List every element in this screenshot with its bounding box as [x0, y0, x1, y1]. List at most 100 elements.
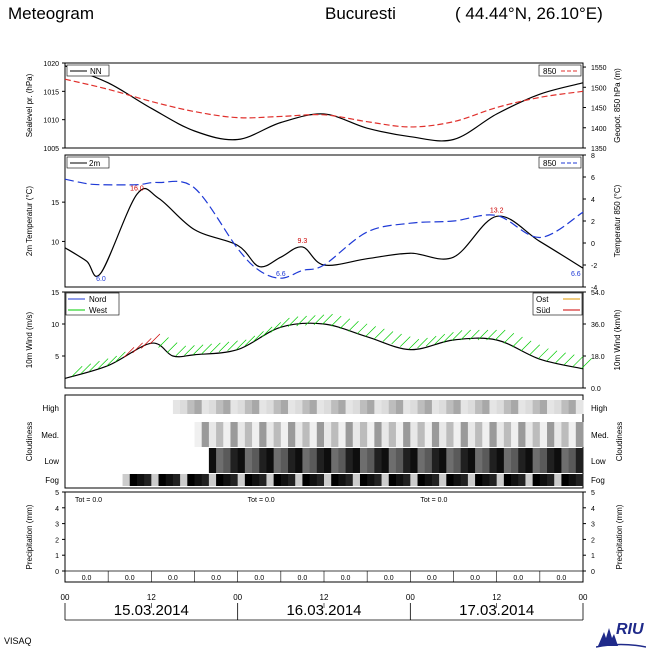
cloudiness-cell: [316, 448, 325, 473]
wind-barb: [512, 336, 523, 348]
wind-barb: [287, 316, 299, 327]
wind-barb: [106, 355, 117, 367]
cloudiness-cell: [180, 400, 188, 414]
cloudiness-cell: [208, 422, 217, 447]
cloudiness-cell: [496, 474, 505, 486]
cloudiness-cell: [324, 474, 332, 486]
wind-barb: [141, 338, 152, 349]
temperature-ytick-right-4: 4: [591, 197, 595, 204]
cloudiness-cell: [230, 400, 239, 414]
cloudiness-cell: [359, 400, 368, 414]
wind-legend-nord: Nord: [89, 295, 106, 304]
pressure-ytick-right-2: 1450: [591, 106, 607, 113]
wind-barb: [339, 318, 351, 329]
cloudiness-cell: [367, 448, 375, 473]
cloudiness-cell: [136, 474, 145, 486]
temperature-ytick-right-0: -4: [591, 285, 597, 292]
cloudiness-row-left-3: Fog: [45, 476, 59, 485]
cloudiness-cell: [324, 400, 332, 414]
wind-barb: [149, 333, 161, 345]
cloudiness-cell: [539, 422, 548, 447]
wind-barb: [115, 351, 126, 363]
cloudiness-cell: [352, 400, 361, 414]
cloudiness-cell: [151, 474, 160, 486]
cloudiness-cell: [237, 422, 246, 447]
cloudiness-cell: [539, 448, 548, 473]
cloudiness-cell: [482, 422, 490, 447]
cloudiness-cell: [208, 400, 217, 414]
pressure-ytick-left-0: 1005: [43, 146, 59, 153]
cloudiness-cell: [395, 448, 404, 473]
wind-barb: [123, 347, 135, 358]
cloudiness-cell: [460, 400, 469, 414]
cloudiness-cell: [532, 400, 541, 414]
cloudiness-cell: [453, 400, 462, 414]
cloudiness-cell: [309, 422, 318, 447]
wind-legend-sud: Süd: [536, 306, 550, 315]
cloudiness-cell: [453, 474, 462, 486]
cloudiness-cell: [201, 474, 210, 486]
cloudiness-cell: [172, 474, 181, 486]
cloudiness-cell: [575, 474, 584, 486]
cloudiness-cell: [518, 400, 526, 414]
wind-ytick-left-2: 15: [51, 290, 59, 297]
cloudiness-cell: [475, 448, 483, 473]
cloudiness-cell: [446, 448, 454, 473]
wind-series-speed: [64, 322, 584, 379]
cloudiness-cell: [302, 422, 311, 447]
cloudiness-cell: [367, 474, 375, 486]
cloudiness-cell: [388, 474, 397, 486]
cloudiness-cell: [525, 422, 534, 447]
wind-barb: [270, 322, 282, 333]
cloudiness-cell: [288, 400, 296, 414]
cloudiness-ylabel-left: Cloudiness: [25, 422, 34, 462]
cloudiness-cell: [266, 400, 275, 414]
wind-barb: [296, 315, 307, 327]
precipitation-ytick-left-1: 1: [55, 553, 59, 560]
wind-barb: [235, 339, 247, 351]
cloudiness-cell: [417, 448, 426, 473]
cloudiness-cell: [575, 400, 584, 414]
cloudiness-cell: [439, 448, 447, 473]
cloudiness-cell: [280, 422, 289, 447]
cloudiness-cell: [237, 474, 246, 486]
wind-barb: [477, 329, 489, 341]
wind-barb: [451, 330, 463, 341]
cloudiness-cell: [496, 422, 505, 447]
wind-barb: [305, 315, 316, 326]
precipitation-period-value-1: 0.0: [125, 575, 135, 582]
precipitation-period-value-7: 0.0: [384, 575, 394, 582]
cloudiness-cell: [475, 474, 483, 486]
time-tick-1: 12: [147, 593, 156, 602]
cloudiness-cell: [122, 474, 131, 486]
cloudiness-cell: [518, 474, 526, 486]
cloudiness-cell: [568, 474, 577, 486]
pressure-legend-nn: NN: [90, 67, 102, 76]
precipitation-period-value-2: 0.0: [168, 575, 178, 582]
wind-barb: [330, 315, 342, 327]
pressure-ytick-right-1: 1400: [591, 126, 607, 133]
cloudiness-cell: [252, 422, 260, 447]
cloudiness-cell: [532, 422, 541, 447]
cloudiness-cell: [467, 448, 476, 473]
cloudiness-cell: [467, 474, 476, 486]
cloudiness-ylabel-right: Cloudiness: [615, 422, 624, 462]
wind-barb: [425, 335, 437, 347]
cloudiness-cell: [431, 448, 440, 473]
temperature-ytick-right-3: 2: [591, 219, 595, 226]
precipitation-ytick-right-0: 0: [591, 569, 595, 576]
temperature-ytick-right-5: 6: [591, 175, 595, 182]
cloudiness-cell: [482, 448, 490, 473]
pressure-series-nn: [64, 65, 584, 142]
precipitation-ytick-right-4: 4: [591, 506, 595, 513]
wind-barb: [227, 340, 238, 352]
cloudiness-cell: [359, 422, 368, 447]
temperature-series-850: [64, 178, 584, 279]
time-tick-2: 00: [233, 593, 242, 602]
cloudiness-cell: [381, 422, 390, 447]
cloudiness-cell: [568, 400, 577, 414]
cloudiness-cell: [338, 400, 347, 414]
cloudiness-cell: [187, 474, 195, 486]
pressure-ytick-left-2: 1015: [43, 89, 59, 96]
